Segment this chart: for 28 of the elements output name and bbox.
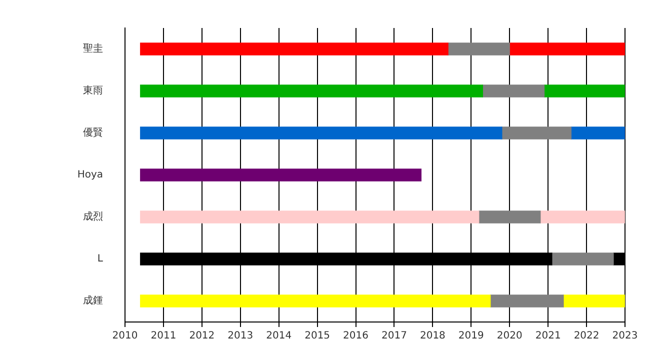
x-tick-label: 2010 [112,330,138,342]
bar [140,168,422,182]
x-tick-label: 2018 [420,330,446,342]
y-tick-label: Hoya [77,170,103,181]
x-tick-label: 2019 [458,330,484,342]
bar [490,294,564,308]
x-tick-label: 2023 [612,330,638,342]
bar [448,42,510,56]
x-tick-label: 2011 [150,330,176,342]
x-tick-label: 2015 [304,330,330,342]
bar [502,126,572,140]
y-tick-label: L [97,254,104,265]
y-tick-label: 東雨 [83,84,103,97]
y-tick-label: 聖圭 [83,42,103,55]
x-tick-label: 2017 [382,330,407,342]
y-tick-label: 優賢 [83,126,103,139]
x-tick-label: 2013 [228,330,254,342]
x-tick-label: 2016 [343,330,368,342]
x-tick-label: 2020 [496,330,522,342]
y-tick-label: 成鍾 [83,294,103,307]
x-tick-label: 2014 [266,330,292,342]
bar [478,210,541,224]
bar [552,252,614,266]
x-tick-label: 2021 [535,330,561,342]
bar [482,84,545,98]
x-tick-label: 2012 [189,330,215,342]
x-tick-label: 2022 [574,330,600,342]
y-tick-label: 成烈 [83,210,103,223]
